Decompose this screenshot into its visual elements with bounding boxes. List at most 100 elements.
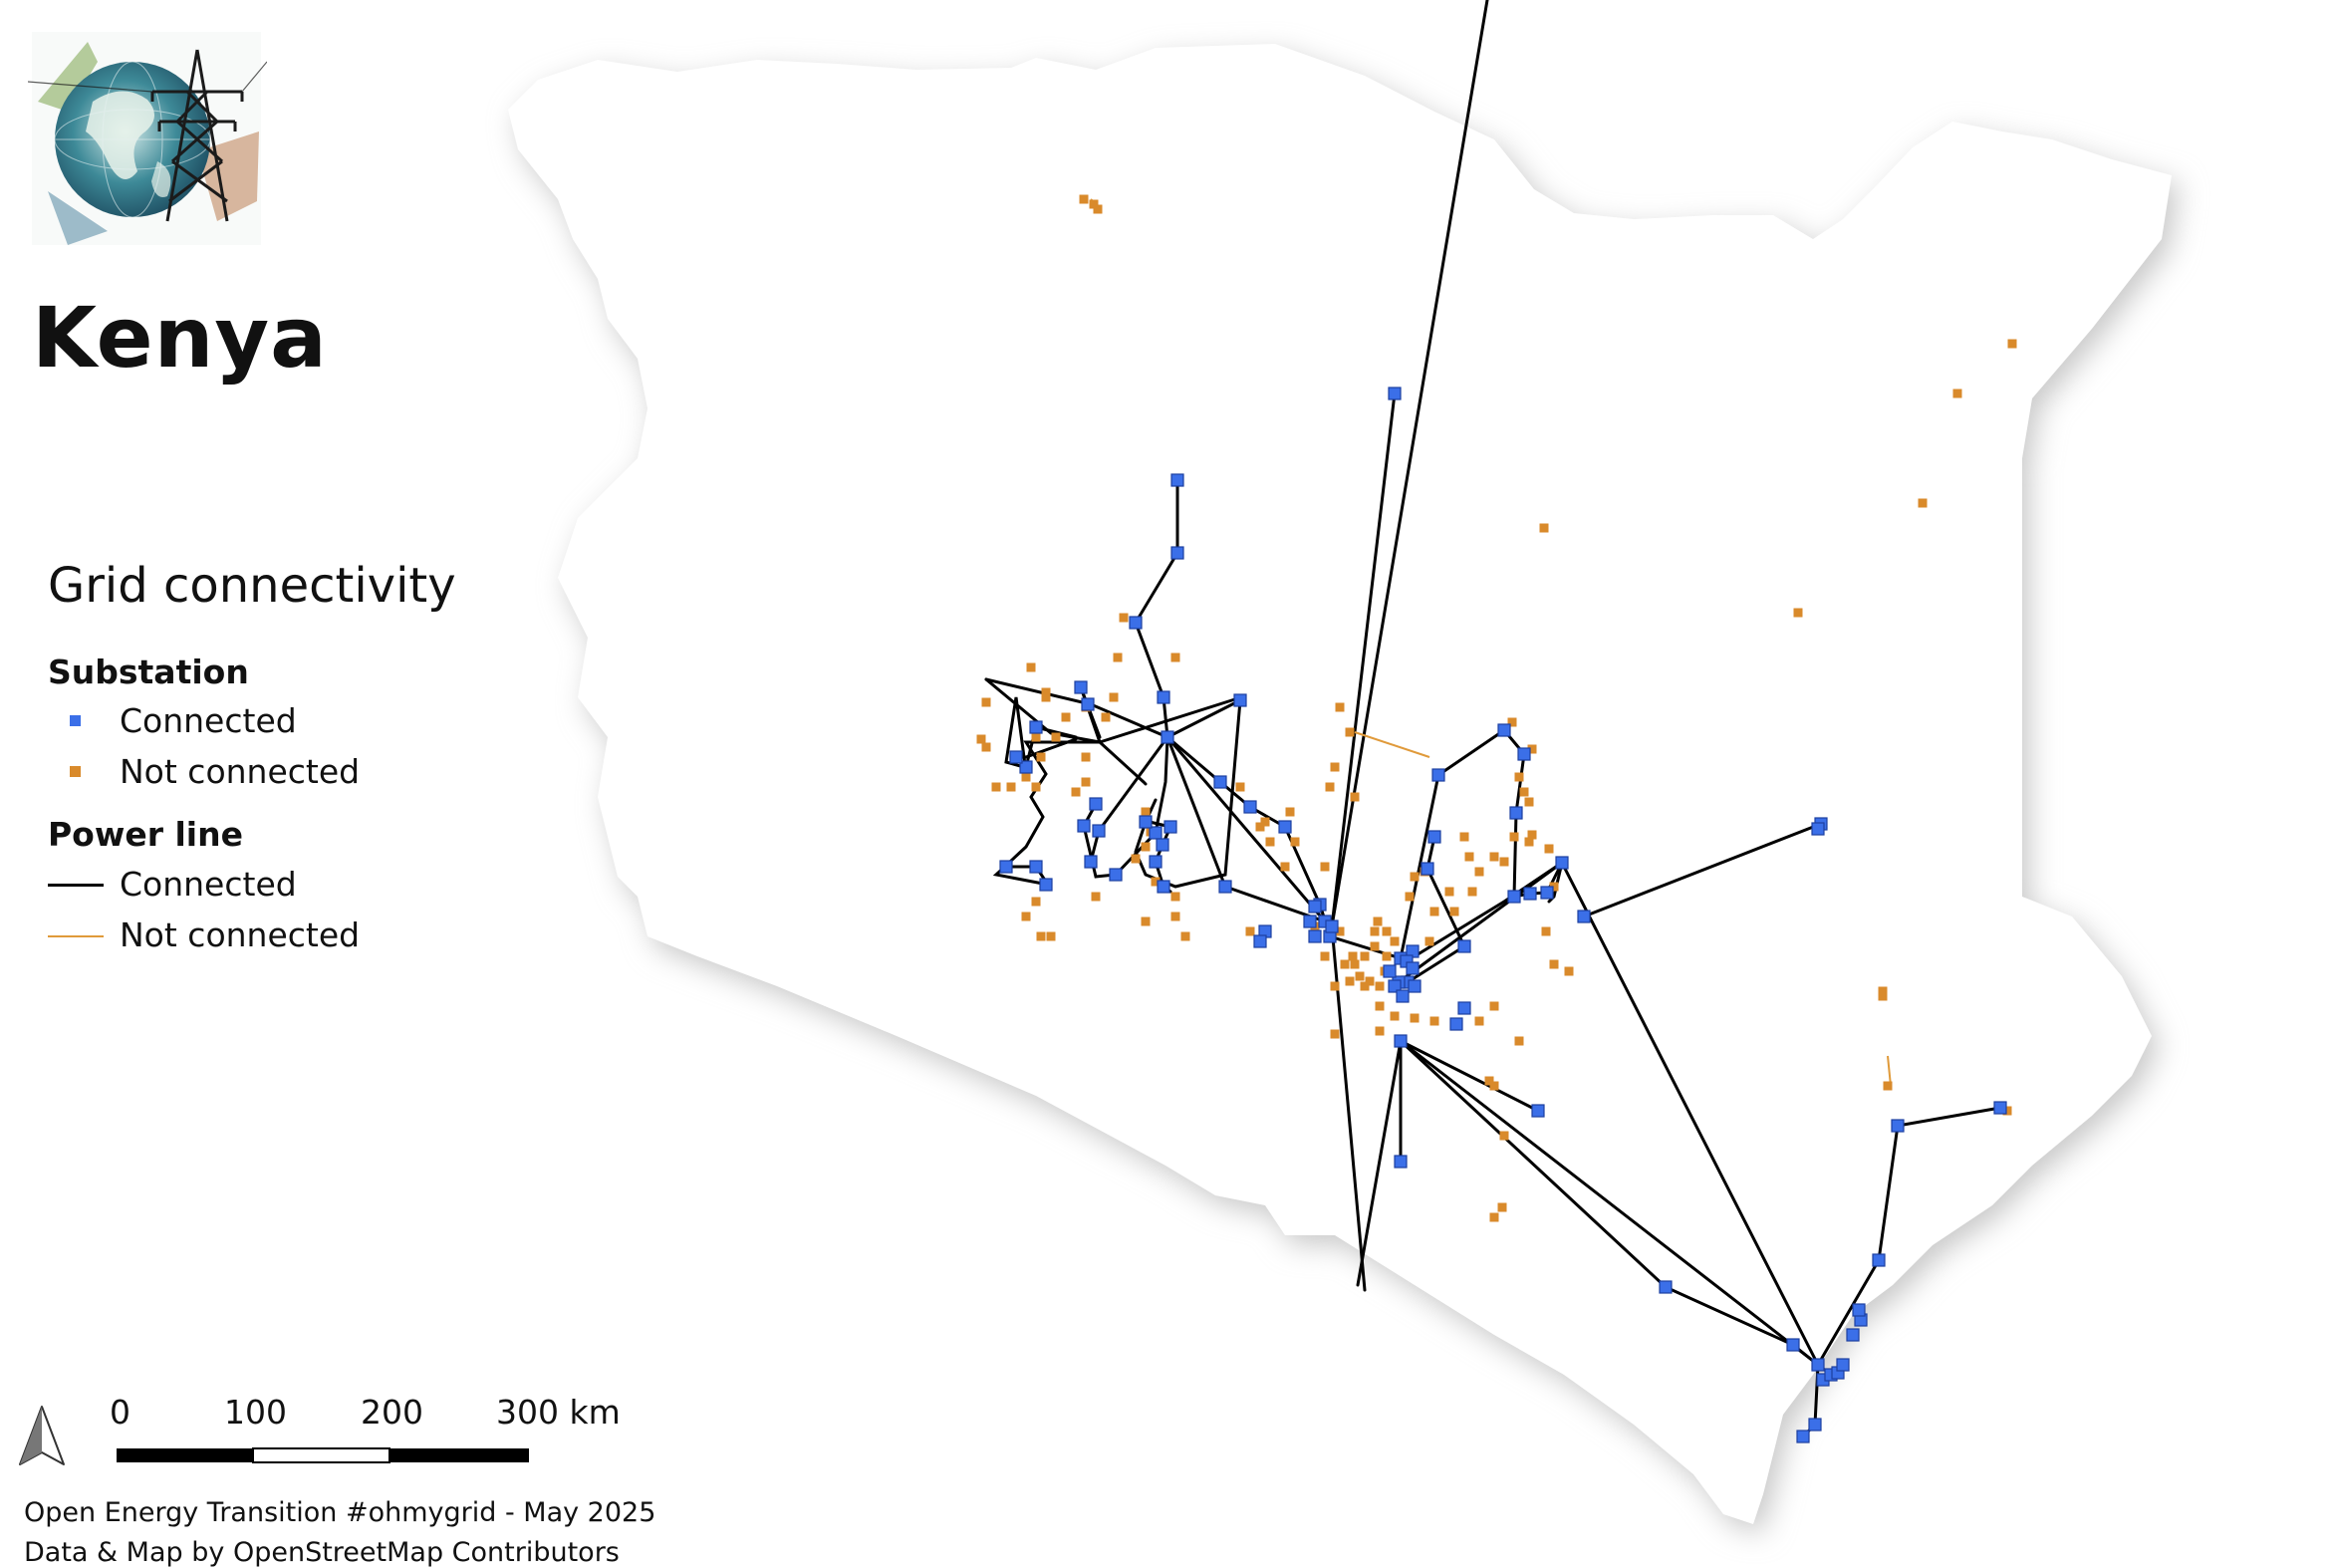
connected-substation (1161, 730, 1174, 744)
not-connected-substation (1235, 782, 1245, 792)
not-connected-substation (1390, 936, 1400, 946)
not-connected-substation (1170, 653, 1180, 662)
not-connected-substation (1467, 887, 1477, 897)
not-connected-substation (1051, 732, 1061, 742)
not-connected-substation (1061, 712, 1071, 722)
legend-power-line-heading: Power line (48, 815, 243, 854)
not-connected-substation (1373, 916, 1383, 926)
not-connected-substation (1474, 867, 1484, 877)
connected-substation (1507, 890, 1521, 904)
connected-substation (1659, 1280, 1673, 1294)
not-connected-substation (2002, 1106, 2012, 1116)
scale-tick-0: 0 (110, 1393, 130, 1432)
connected-substation (1555, 856, 1569, 870)
not-connected-substation (1093, 204, 1103, 214)
connected-substation (1836, 1358, 1850, 1372)
not-connected-substation (1245, 926, 1255, 936)
connected-substation (1019, 760, 1033, 774)
not-connected-substation (1355, 971, 1365, 981)
not-connected-substation (1006, 782, 1016, 792)
connected-substation (1170, 546, 1184, 560)
not-connected-substation (1320, 951, 1330, 961)
not-connected-substation (1539, 523, 1549, 533)
not-connected-substation (1265, 837, 1275, 847)
not-connected-substation (1514, 772, 1524, 782)
not-connected-substation (1382, 926, 1392, 936)
connected-substation (1846, 1328, 1860, 1342)
not-connected-substation (1071, 787, 1081, 797)
connected-substation (1431, 768, 1445, 782)
connected-substations (999, 387, 2007, 1443)
not-connected-substation (1113, 653, 1123, 662)
connected-substation (1457, 939, 1471, 953)
not-connected-substation (1330, 1029, 1340, 1039)
connected-substation (1517, 747, 1531, 761)
connected-substation (999, 860, 1013, 874)
not-connected-substation (1499, 1131, 1509, 1141)
not-connected-substation (1036, 752, 1046, 762)
not-connected-substation (1459, 832, 1469, 842)
not-connected-substation (1429, 1016, 1439, 1026)
not-connected-substation (981, 697, 991, 707)
connected-substation (1457, 1001, 1471, 1015)
connected-substation (1394, 1155, 1408, 1169)
connected-substation (1081, 697, 1095, 711)
not-connected-substation (1141, 807, 1151, 817)
not-connected-substation (1489, 852, 1499, 862)
connected-substation (1408, 979, 1422, 993)
map-title: Kenya (32, 289, 328, 387)
connected-substation (1449, 1017, 1463, 1031)
not-connected-substation (1449, 907, 1459, 916)
connected-substation (1396, 989, 1410, 1003)
not-connected-substation (1499, 857, 1509, 867)
connected-substation (1077, 819, 1091, 833)
not-connected-substation (1345, 976, 1355, 986)
not-connected-substation (1290, 837, 1300, 847)
not-connected-substation (1375, 1026, 1385, 1036)
not-connected-substation (1365, 976, 1375, 986)
connected-substation (1278, 820, 1292, 834)
not-connected-substation (1079, 194, 1089, 204)
not-connected-substation (1255, 822, 1265, 832)
not-connected-substation (1375, 1001, 1385, 1011)
not-connected-substation (1370, 926, 1380, 936)
north-arrow-icon (19, 1406, 65, 1465)
not-connected-substation (1101, 712, 1111, 722)
connected-substation (1092, 824, 1106, 838)
connected-substation (1233, 693, 1247, 707)
not-connected-substation (1170, 912, 1180, 921)
not-connected-substation (1041, 692, 1051, 702)
connected-substation (1149, 855, 1163, 869)
connected-substation (1129, 616, 1143, 630)
connected-substation (1325, 919, 1339, 933)
not-connected-substation (1464, 852, 1474, 862)
connected-substation (1109, 868, 1123, 882)
connected-substation (1243, 800, 1257, 814)
not-connected-substation (1119, 613, 1129, 623)
not-connected-substation (1489, 1081, 1499, 1091)
not-connected-substation (1370, 941, 1380, 951)
not-connected-substation (1549, 959, 1559, 969)
connected-substation (1388, 979, 1402, 993)
not-connected-substation (2007, 339, 2017, 349)
not-connected-substation (1081, 777, 1091, 787)
not-connected-substation (1952, 389, 1962, 398)
not-connected-substation (1883, 1081, 1893, 1091)
connected-substation (1406, 961, 1420, 975)
connected-substation (1796, 1430, 1810, 1443)
connected-substation (1039, 878, 1053, 892)
not-connected-substation (1375, 981, 1385, 991)
not-connected-substation (1474, 1016, 1484, 1026)
not-connected-substation (1081, 752, 1091, 762)
connected-substation (1394, 1034, 1408, 1048)
not-connected-substation (1382, 951, 1392, 961)
connected-substation (1308, 929, 1322, 943)
not-connected-substation (1793, 608, 1803, 618)
connected-substation (1421, 862, 1434, 876)
connected-substation (1308, 900, 1322, 914)
not-connected-substation (1151, 877, 1161, 887)
not-connected-substation (1878, 986, 1888, 996)
not-connected-substation (1524, 837, 1534, 847)
not-connected-substation (1429, 907, 1439, 916)
